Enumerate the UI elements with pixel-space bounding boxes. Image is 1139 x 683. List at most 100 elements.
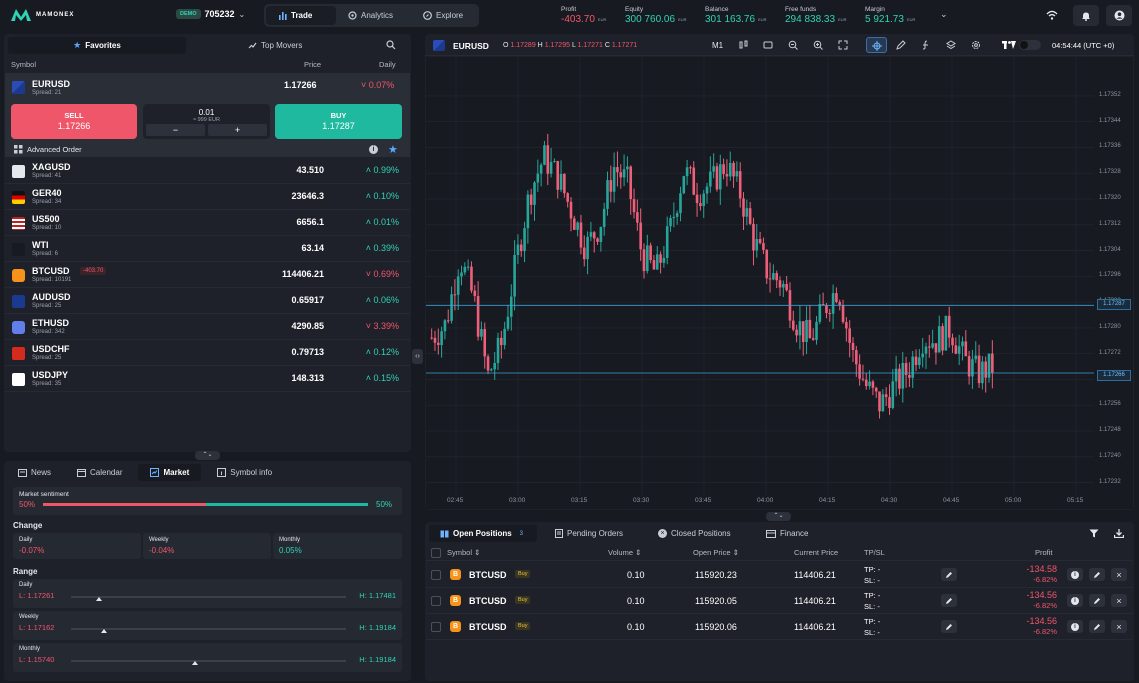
col-volume[interactable]: Volume ⇕ xyxy=(608,548,641,557)
edit-tpsl-button[interactable] xyxy=(941,620,957,633)
y-tick-label: 1.17336 xyxy=(1099,143,1121,150)
change-daily-label: Daily xyxy=(19,537,33,543)
sell-button[interactable]: SELL 1.17266 xyxy=(11,104,137,139)
nav-analytics[interactable]: Analytics xyxy=(336,6,411,25)
candle-body xyxy=(798,321,802,336)
zoom-out-icon[interactable] xyxy=(788,40,798,52)
stat-value: -403.70 EUR xyxy=(561,14,606,25)
candle-body xyxy=(974,355,978,360)
tab-favorites[interactable]: ★ Favorites xyxy=(8,37,186,54)
volume-value[interactable]: 0.01 xyxy=(198,108,215,117)
position-current-price: 114406.21 xyxy=(794,622,836,632)
tab-top-movers[interactable]: Top Movers xyxy=(248,37,348,54)
watchlist-row[interactable]: AUDUSD Spread: 25 0.65917 ˄ 0.06% xyxy=(5,288,410,314)
range-label: Weekly xyxy=(19,614,39,620)
favorite-star-icon[interactable]: ★ xyxy=(388,144,398,156)
tab-pending-orders[interactable]: Pending Orders xyxy=(555,525,623,542)
chart-resize-handle[interactable]: ⌃⌄ xyxy=(766,512,791,521)
volume-increase-button[interactable]: + xyxy=(208,124,267,136)
function-icon[interactable] xyxy=(921,40,931,52)
chart-toggle-switch[interactable] xyxy=(1019,40,1041,50)
advanced-order-toggle[interactable]: Advanced Order xyxy=(14,145,82,154)
position-edit-button[interactable] xyxy=(1089,594,1105,607)
fullscreen-box-icon[interactable] xyxy=(763,40,773,52)
position-symbol: BTCUSD xyxy=(469,622,507,632)
candle-body xyxy=(549,162,553,174)
position-info-button[interactable]: i xyxy=(1067,620,1083,633)
timeframe-select[interactable]: M1 xyxy=(712,41,724,50)
layers-icon[interactable] xyxy=(946,40,956,52)
buy-button[interactable]: BUY 1.17287 xyxy=(275,104,402,139)
col-open-price[interactable]: Open Price ⇕ xyxy=(693,548,739,557)
range-low: L: 1.17162 xyxy=(19,623,55,632)
tab-calendar[interactable]: Calendar xyxy=(67,464,132,481)
position-close-button[interactable]: × xyxy=(1111,620,1127,633)
select-all-checkbox[interactable] xyxy=(431,548,441,558)
tab-news[interactable]: News xyxy=(8,464,61,481)
position-close-button[interactable]: × xyxy=(1111,568,1127,581)
candlestick-chart[interactable] xyxy=(426,57,1133,509)
row-checkbox[interactable] xyxy=(431,596,441,606)
tab-open-positions[interactable]: Open Positions 3 xyxy=(429,525,537,542)
tab-market[interactable]: Market xyxy=(138,464,202,481)
watchlist-row[interactable]: BTCUSD Spread: 10191 -403.70 114406.21 ˅ 0.6… xyxy=(5,262,410,288)
watchlist-row[interactable]: USDCHF Spread: 25 0.79713 ˄ 0.12% xyxy=(5,340,410,366)
equity-value: 300 760.06 xyxy=(625,14,676,25)
expand-icon[interactable] xyxy=(838,40,848,52)
position-close-button[interactable]: × xyxy=(1111,594,1127,607)
watchlist-row[interactable]: ETHUSD Spread: 342 4290.85 ˅ 3.39% xyxy=(5,314,410,340)
chart-symbol[interactable]: EURUSD xyxy=(453,41,489,51)
position-info-button[interactable]: i xyxy=(1067,594,1083,607)
edit-tpsl-button[interactable] xyxy=(941,594,957,607)
buy-price: 1.17287 xyxy=(322,121,355,131)
download-icon[interactable] xyxy=(1113,529,1125,540)
panel-resize-handle[interactable]: ⌃⌄ xyxy=(195,451,220,460)
position-symbol: BTCUSD xyxy=(469,596,507,606)
info-icon[interactable]: i xyxy=(369,145,378,154)
pencil-icon[interactable] xyxy=(896,40,906,52)
filter-icon[interactable] xyxy=(1089,529,1099,540)
row-checkbox[interactable] xyxy=(431,570,441,580)
edit-tpsl-button[interactable] xyxy=(941,568,957,581)
x-tick-label: 03:30 xyxy=(633,497,650,504)
position-volume: 0.10 xyxy=(627,622,645,632)
settings-gear-icon[interactable] xyxy=(971,40,981,52)
position-row[interactable]: B BTCUSD Buy 0.10 115920.06 114406.21 TP: - SL:… xyxy=(426,614,1133,640)
watchlist-row[interactable]: USDJPY Spread: 35 148.313 ˄ 0.15% xyxy=(5,366,410,392)
profile-button[interactable] xyxy=(1106,5,1132,26)
range-marker-icon xyxy=(95,597,102,601)
watchlist-row[interactable]: GER40 Spread: 34 23646.3 ˄ 0.10% xyxy=(5,184,410,210)
candle-body xyxy=(785,283,788,291)
search-icon[interactable] xyxy=(386,40,396,52)
row-checkbox[interactable] xyxy=(431,622,441,632)
position-edit-button[interactable] xyxy=(1089,568,1105,581)
volume-decrease-button[interactable]: − xyxy=(146,124,205,136)
tab-symbol-info[interactable]: Symbol info xyxy=(207,464,282,481)
watchlist-row[interactable]: XAGUSD Spread: 41 43.510 ˄ 0.99% xyxy=(5,158,410,184)
candle-body xyxy=(937,326,941,353)
account-switcher[interactable]: DEMO 705232 ⌄ xyxy=(176,9,245,19)
watchlist-row[interactable]: US500 Spread: 10 6656.1 ˄ 0.01% xyxy=(5,210,410,236)
candle-body xyxy=(636,212,639,223)
zoom-in-icon[interactable] xyxy=(813,40,823,52)
collapse-sidebar-handle[interactable]: ‹› xyxy=(412,349,423,364)
col-symbol[interactable]: Symbol ⇕ xyxy=(447,548,480,557)
nav-trade[interactable]: Trade xyxy=(266,6,336,25)
tab-finance[interactable]: Finance xyxy=(766,525,808,542)
indicators-icon[interactable] xyxy=(738,40,749,52)
position-row[interactable]: B BTCUSD Buy 0.10 115920.23 114406.21 TP: - SL:… xyxy=(426,562,1133,588)
stats-expand-chevron-icon[interactable]: ⌄ xyxy=(940,9,948,19)
chart-canvas[interactable] xyxy=(426,57,1133,509)
watchlist-row[interactable]: WTI Spread: 6 63.14 ˄ 0.39% xyxy=(5,236,410,262)
position-info-button[interactable]: i xyxy=(1067,568,1083,581)
y-tick-label: 1.17272 xyxy=(1099,349,1121,356)
nav-explore[interactable]: Explore xyxy=(411,6,477,25)
notifications-button[interactable] xyxy=(1073,5,1099,26)
tab-closed-positions[interactable]: × Closed Positions xyxy=(658,525,731,542)
candle-body xyxy=(735,171,739,177)
logo[interactable]: MAMONEX xyxy=(10,8,74,22)
crosshair-button[interactable] xyxy=(866,37,887,53)
position-edit-button[interactable] xyxy=(1089,620,1105,633)
arrow-down-icon: ˅ xyxy=(365,321,374,331)
position-row[interactable]: B BTCUSD Buy 0.10 115920.05 114406.21 TP: - SL:… xyxy=(426,588,1133,614)
